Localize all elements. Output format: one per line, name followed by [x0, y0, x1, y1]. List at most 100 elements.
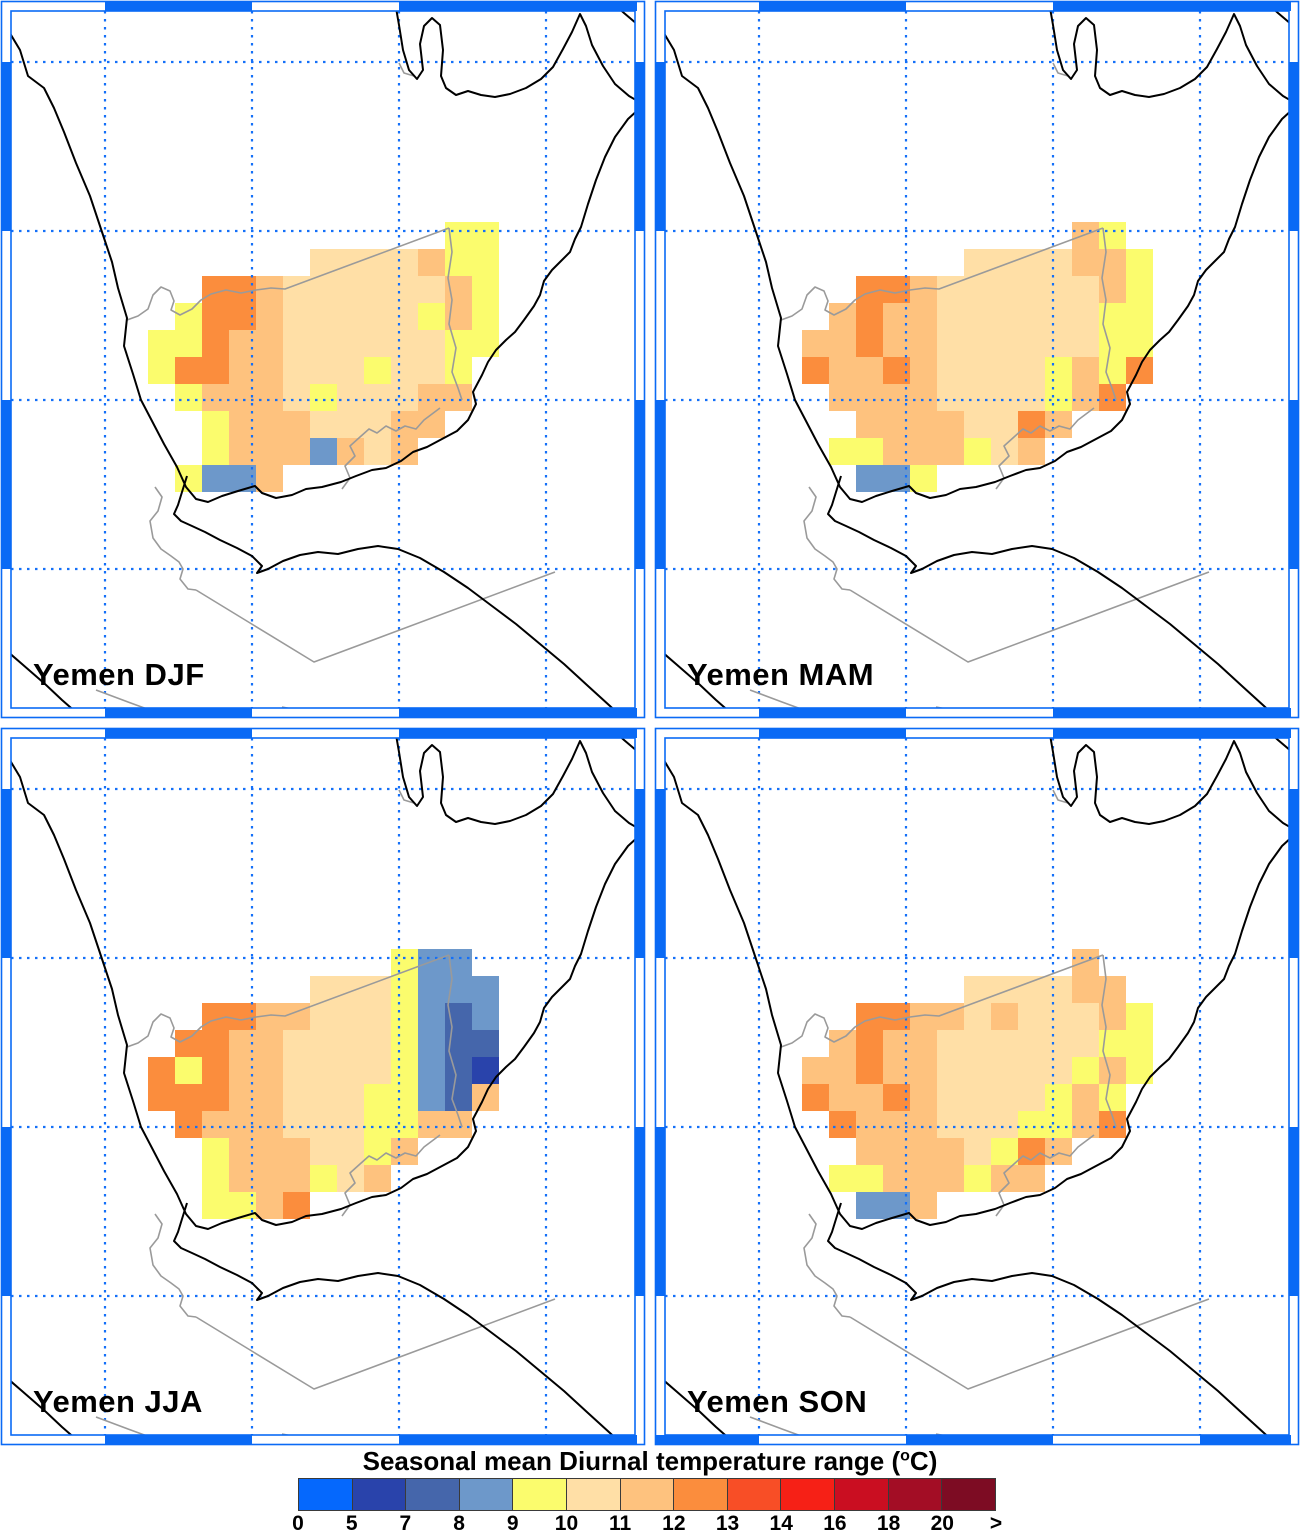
data-cell: [910, 1192, 937, 1219]
data-cell: [802, 357, 829, 384]
colorbar-tick-8: 8: [453, 1512, 465, 1535]
map-frame: [0, 0, 646, 719]
data-cell: [937, 1003, 964, 1030]
data-cell: [337, 1003, 364, 1030]
data-cell: [418, 411, 445, 438]
data-cell: [856, 1057, 883, 1084]
data-cell: [910, 1057, 937, 1084]
data-cell: [1018, 357, 1045, 384]
data-cell: [883, 1138, 910, 1165]
data-cell: [937, 1057, 964, 1084]
data-cell: [283, 357, 310, 384]
data-cell: [364, 438, 391, 465]
data-cell: [310, 330, 337, 357]
data-cell: [910, 1111, 937, 1138]
data-cell: [256, 1084, 283, 1111]
data-cell: [229, 276, 256, 303]
data-cell: [856, 1138, 883, 1165]
data-grid-cells: [802, 222, 1153, 492]
coastlines: [665, 738, 1289, 1435]
data-cell: [883, 411, 910, 438]
data-cell: [1045, 976, 1072, 1003]
colorbar-tick-9: 9: [506, 1512, 519, 1535]
data-cell: [283, 330, 310, 357]
graticule: [11, 11, 635, 708]
data-cell: [472, 222, 499, 249]
data-cell: [883, 276, 910, 303]
colorbar-tick-20: 20: [930, 1512, 954, 1535]
data-cell: [1099, 357, 1126, 384]
data-cell: [1018, 1084, 1045, 1111]
data-cell: [1072, 1084, 1099, 1111]
data-cell: [856, 438, 883, 465]
data-cell: [310, 1030, 337, 1057]
colorbar-segment-7: [673, 1478, 728, 1511]
colorbar-tick-labels: 0 5 7 8 9 10 11 12 13 14 16 18 20 >: [0, 1512, 1300, 1538]
data-cell: [202, 384, 229, 411]
data-cell: [202, 1003, 229, 1030]
data-cell: [472, 249, 499, 276]
data-cell: [1072, 1030, 1099, 1057]
data-cell: [1018, 276, 1045, 303]
data-cell: [148, 1084, 175, 1111]
data-cell: [202, 357, 229, 384]
data-cell: [202, 1084, 229, 1111]
data-cell: [202, 276, 229, 303]
data-cell: [937, 1165, 964, 1192]
data-cell: [148, 330, 175, 357]
data-cell: [937, 1111, 964, 1138]
colorbar-segment-9: [780, 1478, 836, 1511]
data-cell: [175, 1030, 202, 1057]
data-cell: [337, 1138, 364, 1165]
map-djf: [0, 0, 646, 719]
data-cell: [1072, 357, 1099, 384]
data-cell: [229, 411, 256, 438]
data-cell: [337, 276, 364, 303]
data-cell: [337, 1084, 364, 1111]
data-cell: [937, 411, 964, 438]
data-cell: [829, 330, 856, 357]
data-cell: [856, 1003, 883, 1030]
data-cell: [472, 1030, 499, 1057]
data-cell: [1072, 1003, 1099, 1030]
data-cell: [202, 1111, 229, 1138]
colorbar-tick-12: 12: [662, 1512, 686, 1535]
graticule: [665, 738, 1289, 1435]
data-cell: [418, 384, 445, 411]
data-cell: [937, 384, 964, 411]
data-cell: [1045, 1057, 1072, 1084]
data-cell: [1045, 330, 1072, 357]
colorbar-segment-5: [566, 1478, 621, 1511]
data-cell: [256, 1165, 283, 1192]
data-cell: [256, 1057, 283, 1084]
data-cell: [856, 1084, 883, 1111]
data-cell: [856, 1030, 883, 1057]
data-cell: [937, 438, 964, 465]
data-cell: [310, 276, 337, 303]
data-cell: [1099, 1057, 1126, 1084]
data-cell: [310, 1138, 337, 1165]
data-cell: [991, 303, 1018, 330]
data-cell: [856, 357, 883, 384]
data-cell: [991, 1084, 1018, 1111]
data-cell: [964, 1084, 991, 1111]
data-cell: [910, 438, 937, 465]
data-cell: [283, 1111, 310, 1138]
data-cell: [391, 1003, 418, 1030]
data-cell: [364, 330, 391, 357]
data-cell: [964, 357, 991, 384]
data-grid-cells: [148, 222, 499, 492]
data-cell: [802, 330, 829, 357]
data-cell: [1072, 1057, 1099, 1084]
data-cell: [175, 465, 202, 492]
data-cell: [1072, 222, 1099, 249]
data-cell: [1018, 384, 1045, 411]
data-cell: [1099, 1084, 1126, 1111]
data-cell: [283, 1003, 310, 1030]
map-frame: [654, 0, 1300, 719]
data-cell: [337, 1111, 364, 1138]
data-cell: [991, 384, 1018, 411]
data-cell: [202, 411, 229, 438]
data-cell: [937, 303, 964, 330]
data-cell: [283, 1030, 310, 1057]
